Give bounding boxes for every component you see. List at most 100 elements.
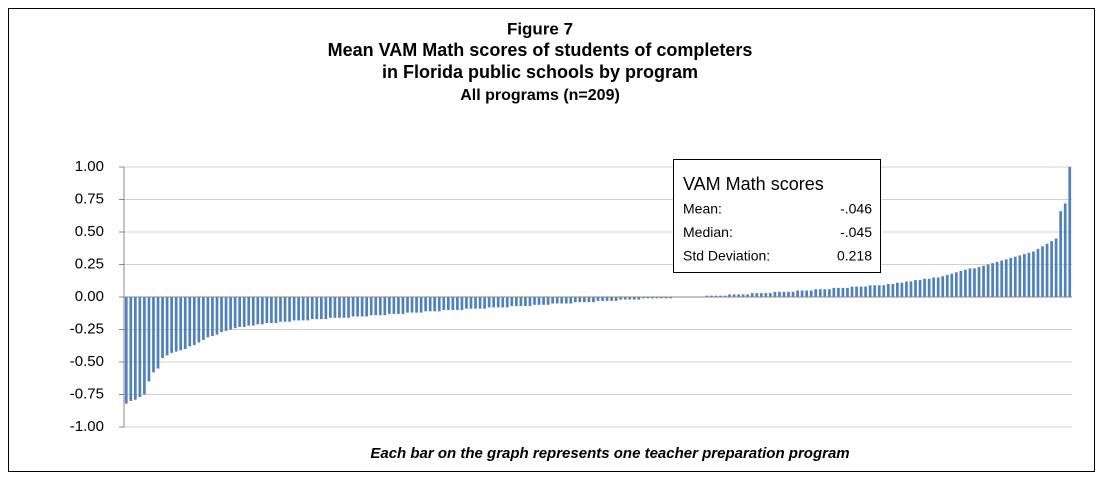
bar: [877, 285, 881, 297]
bar: [238, 297, 242, 327]
bar: [233, 297, 237, 329]
bar: [583, 297, 586, 303]
bar: [279, 297, 282, 322]
bar: [573, 297, 577, 303]
bar: [392, 297, 396, 314]
y-tick-label: -0.25: [70, 320, 104, 337]
bar: [374, 297, 378, 316]
bar: [537, 297, 541, 305]
bar: [855, 286, 858, 297]
bar: [256, 297, 260, 325]
bar: [433, 297, 437, 312]
bar: [419, 297, 423, 313]
bar: [147, 297, 151, 382]
bar: [192, 297, 196, 346]
bar: [1023, 254, 1026, 297]
bar: [478, 297, 482, 309]
bar: [954, 272, 958, 297]
bar: [710, 295, 713, 297]
bar: [714, 295, 718, 297]
bar: [170, 297, 173, 353]
bar: [156, 297, 160, 369]
bar: [623, 297, 627, 300]
bar: [796, 290, 799, 297]
bar: [651, 297, 654, 299]
bar: [578, 297, 582, 303]
bar: [991, 263, 994, 297]
bar: [560, 297, 564, 304]
bar: [437, 297, 441, 312]
bar: [347, 297, 350, 318]
bar: [941, 276, 945, 297]
bar: [741, 294, 745, 297]
bar: [329, 297, 332, 318]
bar: [528, 297, 532, 307]
bar: [546, 297, 550, 305]
bar: [283, 297, 287, 322]
bar: [519, 297, 523, 307]
bar: [465, 297, 468, 309]
bar: [932, 277, 936, 297]
bar: [1004, 259, 1008, 297]
bar: [818, 289, 822, 297]
bar: [936, 277, 940, 297]
chart-title: in Florida public schools by program: [382, 62, 698, 82]
bar: [891, 284, 895, 297]
bar: [660, 297, 663, 299]
bar: [533, 297, 536, 305]
bar: [837, 287, 840, 297]
bar: [383, 297, 387, 316]
bar: [469, 297, 473, 309]
bar: [592, 297, 595, 303]
bar: [338, 297, 341, 318]
stats-value: -.045: [840, 224, 872, 240]
bar: [274, 297, 278, 323]
bar: [369, 297, 373, 316]
bar: [587, 297, 591, 303]
bar: [737, 294, 740, 297]
bar: [492, 297, 496, 308]
y-tick-label: -0.50: [70, 353, 104, 370]
bar: [1059, 211, 1063, 297]
bar: [206, 297, 210, 338]
bar: [133, 297, 137, 400]
bar: [846, 287, 849, 297]
y-tick-label: 0.75: [75, 190, 104, 207]
bar: [859, 286, 863, 297]
bar: [1036, 248, 1040, 297]
bar: [451, 297, 455, 310]
bar: [832, 287, 836, 297]
bar: [632, 297, 636, 300]
bar: [995, 261, 999, 297]
bar: [215, 297, 219, 335]
bar: [306, 297, 310, 321]
bar: [782, 291, 786, 297]
bar: [723, 295, 727, 297]
bar: [637, 297, 641, 300]
bar: [977, 267, 981, 297]
bar: [864, 286, 867, 297]
bar: [814, 289, 818, 297]
bar: [211, 297, 214, 336]
bar: [1009, 258, 1013, 297]
bar: [705, 295, 709, 297]
bar: [905, 281, 908, 297]
bar: [183, 297, 187, 349]
bar: [778, 291, 781, 297]
bar: [415, 297, 418, 313]
bar: [619, 297, 623, 300]
y-tick-label: 0.00: [75, 288, 104, 305]
bar: [161, 297, 164, 359]
bar: [242, 297, 246, 327]
bar: [224, 297, 228, 331]
bar: [823, 289, 827, 297]
bar: [1000, 260, 1004, 297]
bar: [1013, 256, 1017, 297]
bar: [610, 297, 613, 301]
bar: [923, 278, 926, 297]
bar: [719, 295, 722, 297]
bar: [220, 297, 223, 333]
bar: [270, 297, 273, 323]
bar: [551, 297, 555, 304]
